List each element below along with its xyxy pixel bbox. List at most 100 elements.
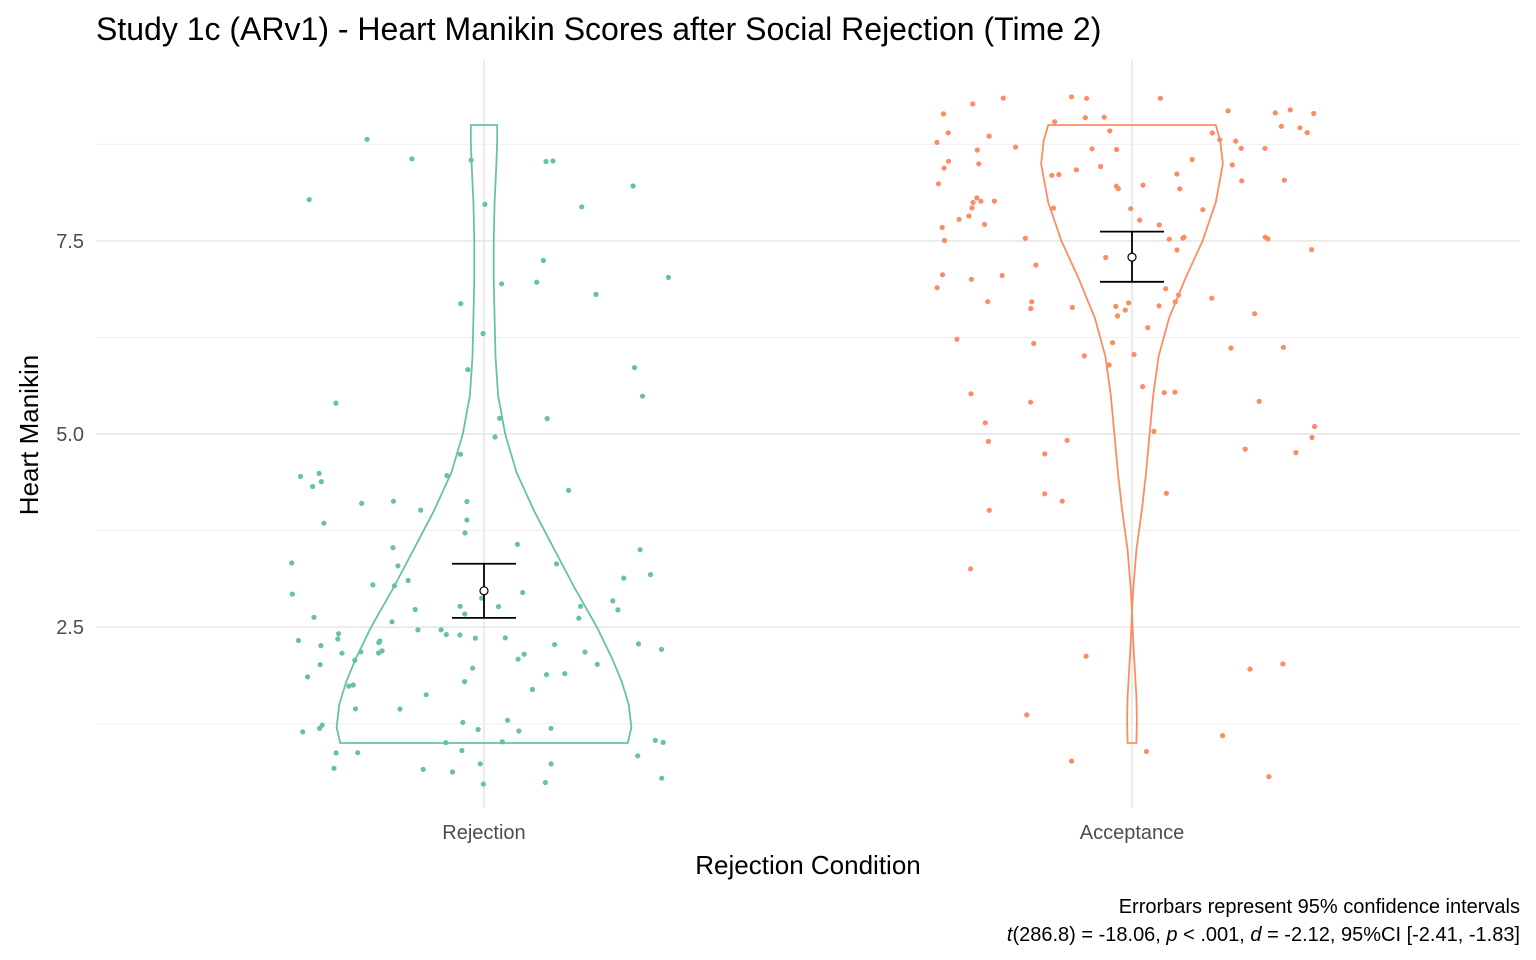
data-point	[289, 591, 295, 597]
data-point	[658, 646, 665, 652]
data-point	[985, 438, 992, 444]
x-tick-label: Acceptance	[1080, 822, 1185, 844]
x-axis-title: Rejection Condition	[695, 850, 920, 880]
data-point	[1114, 313, 1121, 319]
data-point	[1228, 345, 1234, 351]
data-point	[969, 205, 975, 211]
data-point	[390, 498, 397, 504]
data-point	[457, 632, 463, 638]
caption-line-2: t(286.8) = -18.06, p < .001, d = -2.12, …	[1007, 924, 1520, 946]
data-point	[480, 330, 486, 337]
data-point	[462, 530, 468, 536]
data-point	[438, 627, 444, 633]
data-point	[443, 631, 449, 638]
data-point	[1174, 171, 1180, 177]
data-point	[1266, 774, 1272, 780]
data-point	[311, 614, 317, 620]
data-point	[945, 158, 952, 164]
data-point	[978, 198, 984, 204]
data-point	[1233, 138, 1239, 144]
data-point	[1131, 351, 1137, 358]
data-point	[1083, 653, 1089, 659]
data-point	[1304, 130, 1310, 136]
y-axis-title: Heart Manikin	[14, 355, 44, 515]
data-point	[1140, 384, 1146, 390]
data-point	[1049, 172, 1055, 178]
data-point	[954, 336, 960, 342]
data-point	[1098, 163, 1104, 170]
data-point	[639, 393, 646, 399]
data-point	[397, 706, 403, 712]
data-point	[319, 722, 325, 728]
data-point	[1064, 437, 1070, 443]
data-point	[499, 739, 505, 745]
data-point	[295, 637, 302, 644]
data-point	[458, 301, 464, 307]
data-point	[352, 706, 359, 712]
data-point	[610, 598, 616, 604]
data-point	[934, 285, 940, 291]
data-point	[350, 682, 356, 688]
data-point	[479, 595, 485, 601]
data-point	[1280, 661, 1286, 667]
data-point	[335, 636, 341, 642]
data-point	[318, 479, 324, 485]
data-point	[377, 638, 383, 644]
data-point	[1309, 247, 1315, 253]
data-point	[1069, 304, 1075, 310]
violin-acceptance	[1040, 124, 1224, 744]
data-point	[470, 665, 476, 671]
data-point	[1115, 186, 1121, 192]
data-point	[552, 642, 558, 648]
data-point	[1262, 145, 1268, 151]
data-point	[1161, 390, 1167, 396]
data-point	[482, 201, 488, 207]
data-point	[940, 111, 947, 117]
data-point	[395, 563, 401, 569]
y-tick-label: 7.5	[56, 231, 84, 253]
data-point	[1126, 300, 1132, 306]
data-point	[415, 627, 421, 633]
data-point	[1073, 167, 1079, 173]
data-point	[305, 674, 311, 680]
data-point	[1029, 299, 1035, 305]
data-point	[974, 147, 980, 153]
data-point	[986, 507, 992, 513]
data-point	[1297, 125, 1303, 131]
data-point	[1084, 95, 1090, 101]
data-point	[1176, 292, 1182, 298]
violins	[335, 124, 1224, 744]
data-point	[1156, 303, 1162, 309]
data-point	[529, 686, 536, 693]
data-point	[1031, 340, 1037, 347]
data-point	[1028, 305, 1034, 312]
grid-lines	[96, 60, 1520, 808]
data-point	[1022, 235, 1028, 241]
data-point	[346, 683, 352, 689]
data-point	[968, 276, 975, 282]
data-point	[358, 649, 364, 655]
data-point	[520, 589, 526, 596]
data-point	[1311, 110, 1317, 117]
data-point	[970, 101, 976, 107]
data-point	[1209, 295, 1215, 301]
data-point	[1156, 222, 1162, 228]
data-point	[1109, 340, 1116, 346]
data-point	[516, 728, 522, 734]
data-point	[339, 650, 345, 656]
data-point	[443, 740, 449, 746]
data-point	[593, 291, 599, 297]
data-point	[1265, 236, 1271, 242]
data-point	[514, 541, 521, 548]
data-point	[647, 572, 654, 578]
data-point	[982, 420, 988, 426]
data-point	[464, 498, 470, 505]
data-point	[1225, 108, 1231, 114]
data-point	[548, 725, 554, 731]
data-point	[300, 729, 306, 735]
data-point	[390, 545, 396, 551]
data-point	[352, 657, 358, 664]
data-point	[968, 391, 974, 397]
data-point	[477, 761, 483, 767]
